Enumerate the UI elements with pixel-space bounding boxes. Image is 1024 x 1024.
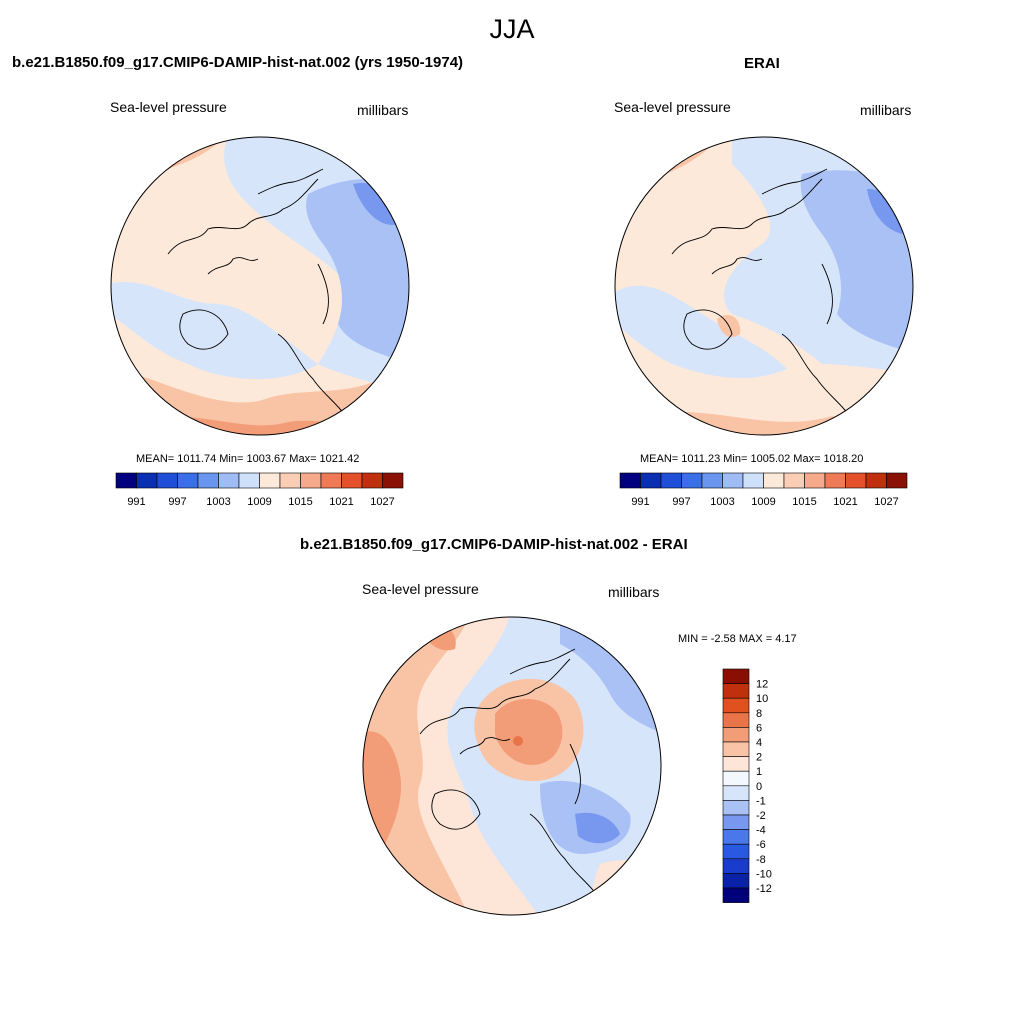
diff-colorbar-swatch <box>722 770 750 787</box>
diff-colorbar-swatch <box>722 858 750 874</box>
obs-colorbar-swatch <box>722 472 744 489</box>
model-colorbar-swatch <box>320 472 342 489</box>
diff-colorbar-tick-label: 2 <box>756 752 762 764</box>
diff-colorbar-tick-label: 0 <box>756 781 762 793</box>
diff-colorbar-swatch <box>722 697 750 714</box>
model-stats: MEAN= 1011.74 Min= 1003.67 Max= 1021.42 <box>136 453 360 465</box>
diff-colorbar-tick-label: -6 <box>756 839 766 851</box>
obs-colorbar-tick-label: 1003 <box>710 496 734 508</box>
diff-units-label: millibars <box>608 584 660 600</box>
obs-colorbar-tick-label: 1015 <box>792 496 816 508</box>
diff-colorbar-swatch <box>722 814 750 830</box>
diff-colorbar-tick-label: 10 <box>756 693 768 705</box>
diff-colorbar-swatch <box>722 712 750 728</box>
obs-colorbar-swatch <box>845 472 867 489</box>
diff-polar-map <box>362 616 662 916</box>
model-colorbar-swatch <box>136 472 158 489</box>
diff-colorbar-swatch <box>722 785 750 801</box>
model-colorbar-tick-label: 1015 <box>288 496 312 508</box>
obs-colorbar-tick-label: 991 <box>631 496 649 508</box>
model-colorbar-tick-label: 1021 <box>329 496 353 508</box>
diff-colorbar-swatch <box>722 873 750 889</box>
obs-variable-label: Sea-level pressure <box>614 99 731 115</box>
obs-colorbar-tick-label: 1027 <box>874 496 898 508</box>
model-panel-title: b.e21.B1850.f09_g17.CMIP6-DAMIP-hist-nat… <box>12 54 464 71</box>
model-colorbar-swatch <box>156 472 178 489</box>
obs-colorbar-swatch <box>824 472 846 489</box>
diff-colorbar-tick-label: 1 <box>756 766 762 778</box>
model-colorbar-swatch <box>300 472 322 489</box>
diff-colorbar-tick-label: 6 <box>756 722 762 734</box>
obs-colorbar-swatch <box>701 472 723 489</box>
model-colorbar-swatch <box>197 472 219 489</box>
diff-colorbar-tick-label: 12 <box>756 679 768 691</box>
diff-colorbar-swatch <box>722 800 750 816</box>
obs-units-label: millibars <box>860 102 912 118</box>
obs-colorbar-tick-label: 997 <box>672 496 690 508</box>
diff-stats: MIN = -2.58 MAX = 4.17 <box>678 633 797 645</box>
obs-colorbar-swatch <box>681 472 703 489</box>
figure-title: JJA <box>489 14 535 44</box>
diff-colorbar-tick-label: -12 <box>756 883 772 895</box>
diff-variable-label: Sea-level pressure <box>362 581 479 597</box>
diff-colorbar-swatch <box>722 887 750 903</box>
model-colorbar-swatch <box>218 472 240 489</box>
obs-colorbar-swatch <box>619 472 641 489</box>
model-colorbar-swatch <box>382 472 404 489</box>
diff-colorbar-tick-label: -2 <box>756 810 766 822</box>
model-colorbar-swatch <box>341 472 363 489</box>
diff-colorbar-swatch <box>722 843 750 860</box>
diff-colorbar-tick-label: 4 <box>756 737 762 749</box>
diff-colorbar-tick-label: 8 <box>756 708 762 720</box>
obs-polar-map <box>614 136 914 436</box>
obs-colorbar-swatch <box>886 472 908 489</box>
model-colorbar-tick-label: 1003 <box>206 496 230 508</box>
model-colorbar-swatch <box>279 472 301 489</box>
model-colorbar-tick-label: 991 <box>127 496 145 508</box>
diff-colorbar-swatch <box>722 741 750 757</box>
obs-panel-title: ERAI <box>744 55 780 72</box>
obs-colorbar-swatch <box>660 472 682 489</box>
diff-colorbar-tick-label: -4 <box>756 825 766 837</box>
obs-colorbar-swatch <box>783 472 805 489</box>
obs-colorbar-swatch <box>742 472 764 489</box>
diff-colorbar-swatch <box>722 727 750 743</box>
model-colorbar: 991997100310091015102110271033 <box>115 472 404 508</box>
obs-colorbar-tick-label: 1021 <box>833 496 857 508</box>
model-colorbar-swatch <box>361 472 383 489</box>
diff-colorbar-swatch <box>722 829 750 845</box>
model-polar-map <box>110 136 410 436</box>
model-colorbar-swatch <box>115 472 137 489</box>
diff-colorbar-swatch <box>722 668 750 684</box>
model-colorbar-swatch <box>259 472 281 489</box>
model-colorbar-swatch <box>238 472 260 489</box>
obs-colorbar-swatch <box>865 472 887 489</box>
model-colorbar-tick-label: 1027 <box>370 496 394 508</box>
obs-colorbar-swatch <box>763 472 785 489</box>
diff-panel-title: b.e21.B1850.f09_g17.CMIP6-DAMIP-hist-nat… <box>300 536 688 553</box>
model-variable-label: Sea-level pressure <box>110 99 227 115</box>
diff-colorbar-tick-label: -1 <box>756 795 766 807</box>
model-units-label: millibars <box>357 102 409 118</box>
model-colorbar-tick-label: 997 <box>168 496 186 508</box>
diff-colorbar-swatch <box>722 756 750 772</box>
obs-colorbar: 991997100310091015102110271033 <box>619 472 908 508</box>
obs-stats: MEAN= 1011.23 Min= 1005.02 Max= 1018.20 <box>640 453 864 465</box>
obs-colorbar-swatch <box>804 472 826 489</box>
obs-colorbar-swatch <box>640 472 662 489</box>
diff-colorbar-tick-label: -10 <box>756 868 772 880</box>
model-colorbar-swatch <box>177 472 199 489</box>
model-colorbar-tick-label: 1009 <box>247 496 271 508</box>
obs-colorbar-tick-label: 1009 <box>751 496 775 508</box>
diff-colorbar-tick-label: -8 <box>756 854 766 866</box>
diff-colorbar-swatch <box>722 683 750 699</box>
